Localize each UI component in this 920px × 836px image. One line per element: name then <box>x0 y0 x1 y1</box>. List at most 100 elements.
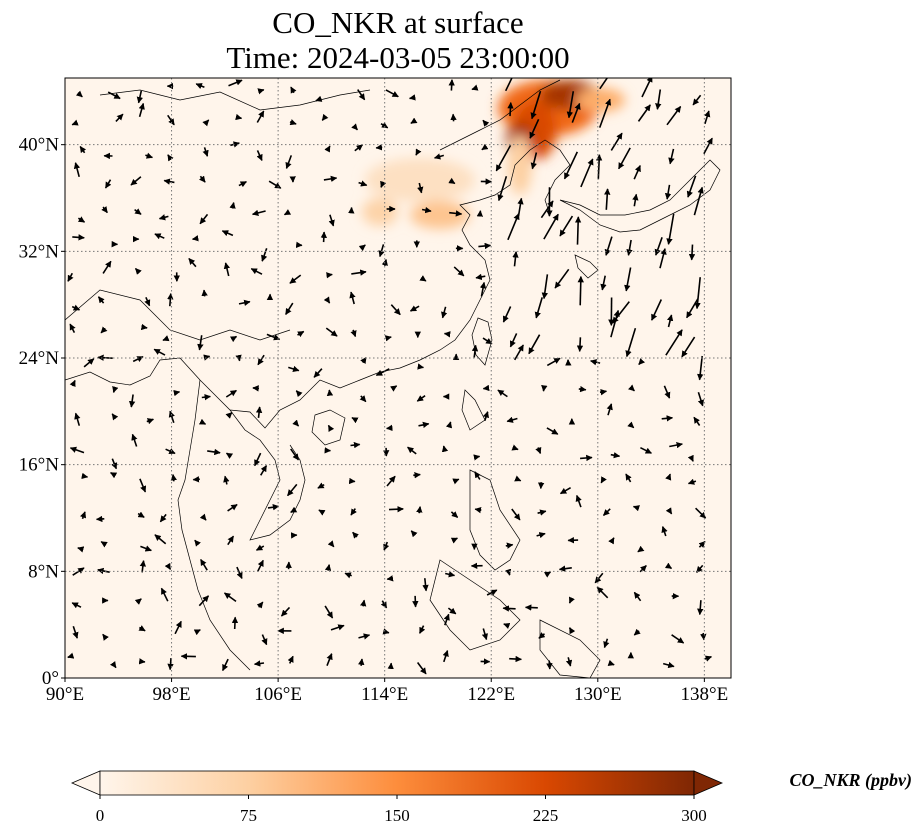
wind-arrow <box>154 534 167 545</box>
wind-arrow <box>450 511 459 518</box>
wind-arrow <box>67 652 75 659</box>
wind-arrow <box>478 242 492 250</box>
wind-arrow <box>442 649 449 663</box>
wind-arrow <box>198 418 207 425</box>
wind-arrow <box>566 91 575 119</box>
wind-arrow <box>324 145 331 153</box>
wind-arrow <box>100 326 108 334</box>
wind-arrow <box>686 298 699 319</box>
map-subtitle-time: Time: 2024-03-05 23:00:00 <box>226 40 570 75</box>
wind-arrow <box>102 633 109 641</box>
wind-arrow <box>285 155 293 170</box>
wind-arrow <box>144 296 151 307</box>
lat-tick-label: 8°N <box>28 561 59 582</box>
wind-arrow <box>257 354 265 366</box>
wind-arrow <box>610 132 623 151</box>
wind-arrow <box>385 89 399 98</box>
wind-arrow <box>134 598 142 605</box>
wind-arrow <box>140 545 152 552</box>
wind-arrow <box>450 113 457 122</box>
wind-arrow <box>137 511 145 518</box>
wind-arrow <box>665 329 683 356</box>
lon-tick-label: 122°E <box>467 684 515 705</box>
wind-arrow <box>202 119 210 127</box>
wind-arrow <box>668 148 675 165</box>
wind-arrow <box>604 236 613 256</box>
wind-arrow <box>104 179 112 189</box>
wind-arrow <box>83 358 95 368</box>
wind-arrow <box>502 306 512 323</box>
wind-arrow <box>130 176 142 186</box>
wind-arrow <box>75 90 83 98</box>
wind-arrow <box>350 508 357 516</box>
wind-arrow <box>538 632 546 639</box>
wind-arrow <box>384 335 392 342</box>
wind-arrow <box>288 365 300 372</box>
wind-arrow <box>231 616 239 630</box>
wind-arrow <box>203 354 211 361</box>
wind-arrow <box>568 596 575 604</box>
wind-arrow <box>289 119 297 126</box>
wind-arrow <box>664 562 673 570</box>
wind-arrow <box>170 473 177 482</box>
wind-arrow <box>159 513 167 523</box>
wind-arrow <box>110 471 118 479</box>
wind-arrow <box>351 269 367 276</box>
wind-arrow <box>507 213 520 241</box>
wind-arrow <box>229 335 238 343</box>
wind-arrow <box>321 113 329 121</box>
wind-arrow <box>162 335 170 342</box>
wind-arrow <box>537 509 547 516</box>
wind-arrow <box>192 476 200 483</box>
wind-arrow <box>382 628 390 635</box>
wind-arrow <box>563 151 579 180</box>
wind-arrow <box>71 304 81 311</box>
wind-arrow <box>351 123 358 131</box>
wind-arrow <box>317 482 325 489</box>
wind-arrow <box>315 95 323 102</box>
wind-arrow <box>139 478 147 493</box>
wind-arrow <box>267 504 280 511</box>
wind-arrow <box>407 446 417 455</box>
wind-arrow <box>227 503 238 512</box>
wind-arrow <box>596 586 609 599</box>
wind-arrow <box>541 274 549 300</box>
wind-arrow <box>703 137 713 155</box>
wind-arrow <box>375 144 383 151</box>
wind-arrow <box>375 368 390 377</box>
wind-arrow <box>132 355 144 363</box>
wind-arrow <box>154 233 165 240</box>
wind-arrow <box>390 385 398 392</box>
wind-arrow <box>95 515 105 523</box>
wind-arrow <box>602 508 611 516</box>
wind-arrow <box>659 248 667 269</box>
wind-arrow <box>410 530 418 538</box>
wind-arrow <box>449 210 463 217</box>
wind-arrow <box>359 395 367 403</box>
wind-arrow <box>625 473 632 483</box>
wind-arrow <box>350 329 357 338</box>
wind-arrow <box>256 559 264 572</box>
wind-arrow <box>221 658 229 672</box>
wind-arrow <box>528 334 541 355</box>
wind-arrow <box>412 595 419 608</box>
wind-arrow <box>115 113 124 122</box>
wind-arrow <box>111 458 118 470</box>
wind-arrow <box>326 653 333 666</box>
wind-arrow <box>69 446 85 454</box>
wind-arrow <box>530 152 538 170</box>
wind-arrow <box>514 344 524 361</box>
wind-arrow <box>474 471 481 480</box>
wind-arrow <box>199 513 207 521</box>
wind-arrow <box>543 213 559 240</box>
wind-arrow <box>633 628 641 636</box>
wind-arrow <box>290 86 297 94</box>
wind-arrow <box>167 293 174 307</box>
wind-arrow <box>479 281 487 297</box>
wind-arrow <box>617 147 631 170</box>
wind-arrow <box>598 98 612 128</box>
wind-arrow <box>697 600 704 616</box>
wind-arrow <box>416 662 427 675</box>
wind-arrow <box>604 188 611 210</box>
wind-arrow <box>295 390 303 398</box>
